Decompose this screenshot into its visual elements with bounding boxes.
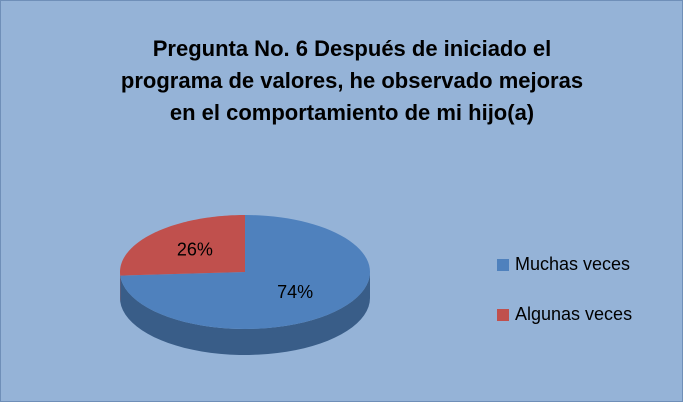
legend-label: Algunas veces xyxy=(515,304,632,324)
data-label: 74% xyxy=(277,282,313,302)
chart-title: Pregunta No. 6 Después de iniciado el pro… xyxy=(121,36,583,125)
legend-swatch xyxy=(497,259,509,271)
legend-label: Muchas veces xyxy=(515,254,630,274)
pie-slice xyxy=(120,215,245,276)
pie-slice-side xyxy=(120,272,370,355)
pie-slice xyxy=(120,215,370,329)
legend-swatch xyxy=(497,309,509,321)
data-label: 26% xyxy=(177,239,213,259)
